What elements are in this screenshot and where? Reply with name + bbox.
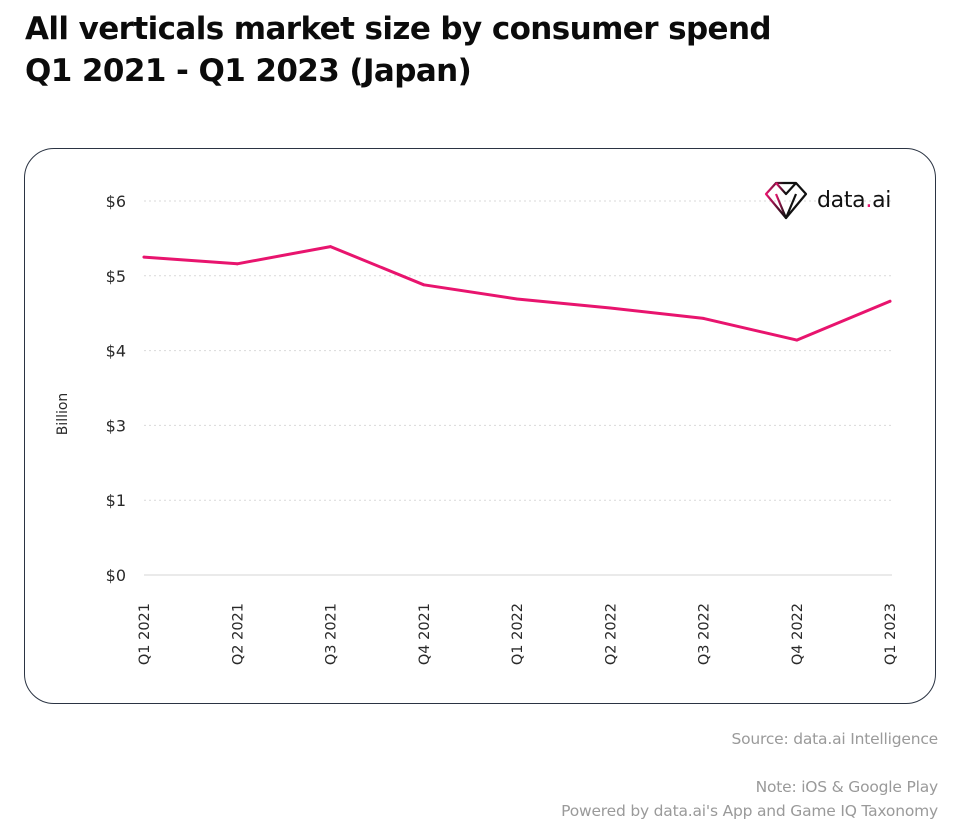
platform-note: Note: iOS & Google Play: [755, 778, 939, 796]
x-tick-label: Q1 2021: [137, 603, 153, 665]
x-tick-label: Q1 2022: [510, 603, 526, 665]
data-point: [702, 317, 705, 320]
x-tick-label: Q4 2021: [417, 603, 433, 665]
brand-wordmark-main: data: [817, 187, 866, 213]
data-point: [422, 283, 426, 287]
data-point: [888, 299, 892, 303]
series-line: [142, 245, 892, 342]
data-point: [329, 245, 332, 249]
brand-wordmark-end: ai: [872, 187, 892, 213]
brand-wordmark: data.ai: [817, 188, 891, 213]
x-tick-label: Q4 2022: [790, 603, 806, 665]
x-tick-label: Q2 2022: [603, 603, 619, 665]
data-point: [515, 297, 519, 301]
powered-by-note: Powered by data.ai's App and Game IQ Tax…: [561, 802, 938, 820]
y-tick-label: $1: [106, 491, 126, 510]
y-axis-title: Billion: [55, 393, 71, 436]
brand-logo: data.ai: [763, 180, 891, 220]
x-axis-ticks: Q1 2021 Q2 2021 Q3 2021 Q4 2021 Q1 2022 Q2 20…: [137, 603, 899, 665]
chart-title-line-1: All verticals market size by consumer sp…: [25, 11, 772, 47]
line-chart: $0 $1 $3 $4 $5 $6 Q1 2021 Q2 2021 Q3 2021 Q4 202…: [55, 192, 899, 665]
source-note: Source: data.ai Intelligence: [731, 730, 938, 748]
y-tick-label: $0: [106, 566, 126, 585]
data-point: [235, 262, 239, 266]
x-tick-label: Q2 2021: [230, 603, 246, 665]
x-tick-label: Q1 2023: [883, 603, 899, 665]
footer-notes: Source: data.ai Intelligence Note: iOS & …: [561, 727, 938, 823]
data-point: [608, 306, 612, 310]
x-tick-label: Q3 2021: [324, 603, 340, 665]
y-tick-label: $4: [106, 342, 126, 361]
y-tick-label: $5: [106, 267, 126, 286]
series: [142, 245, 892, 342]
footer-line-1: Source: data.ai Intelligence Note: iOS & …: [561, 727, 938, 799]
y-tick-label: $3: [106, 416, 126, 435]
y-tick-label: $6: [106, 192, 126, 211]
gridlines: [144, 200, 892, 576]
y-axis-ticks: $0 $1 $3 $4 $5 $6: [106, 192, 126, 585]
data-point: [142, 255, 146, 259]
chart-card: [24, 148, 936, 704]
chart-title-line-2: Q1 2021 - Q1 2023 (Japan): [25, 53, 472, 89]
diamond-icon: [764, 181, 808, 220]
chart-title: All verticals market size by consumer sp…: [25, 8, 772, 92]
x-tick-label: Q3 2022: [697, 603, 713, 665]
data-point: [795, 338, 799, 342]
brand-wordmark-dot: .: [865, 187, 873, 213]
